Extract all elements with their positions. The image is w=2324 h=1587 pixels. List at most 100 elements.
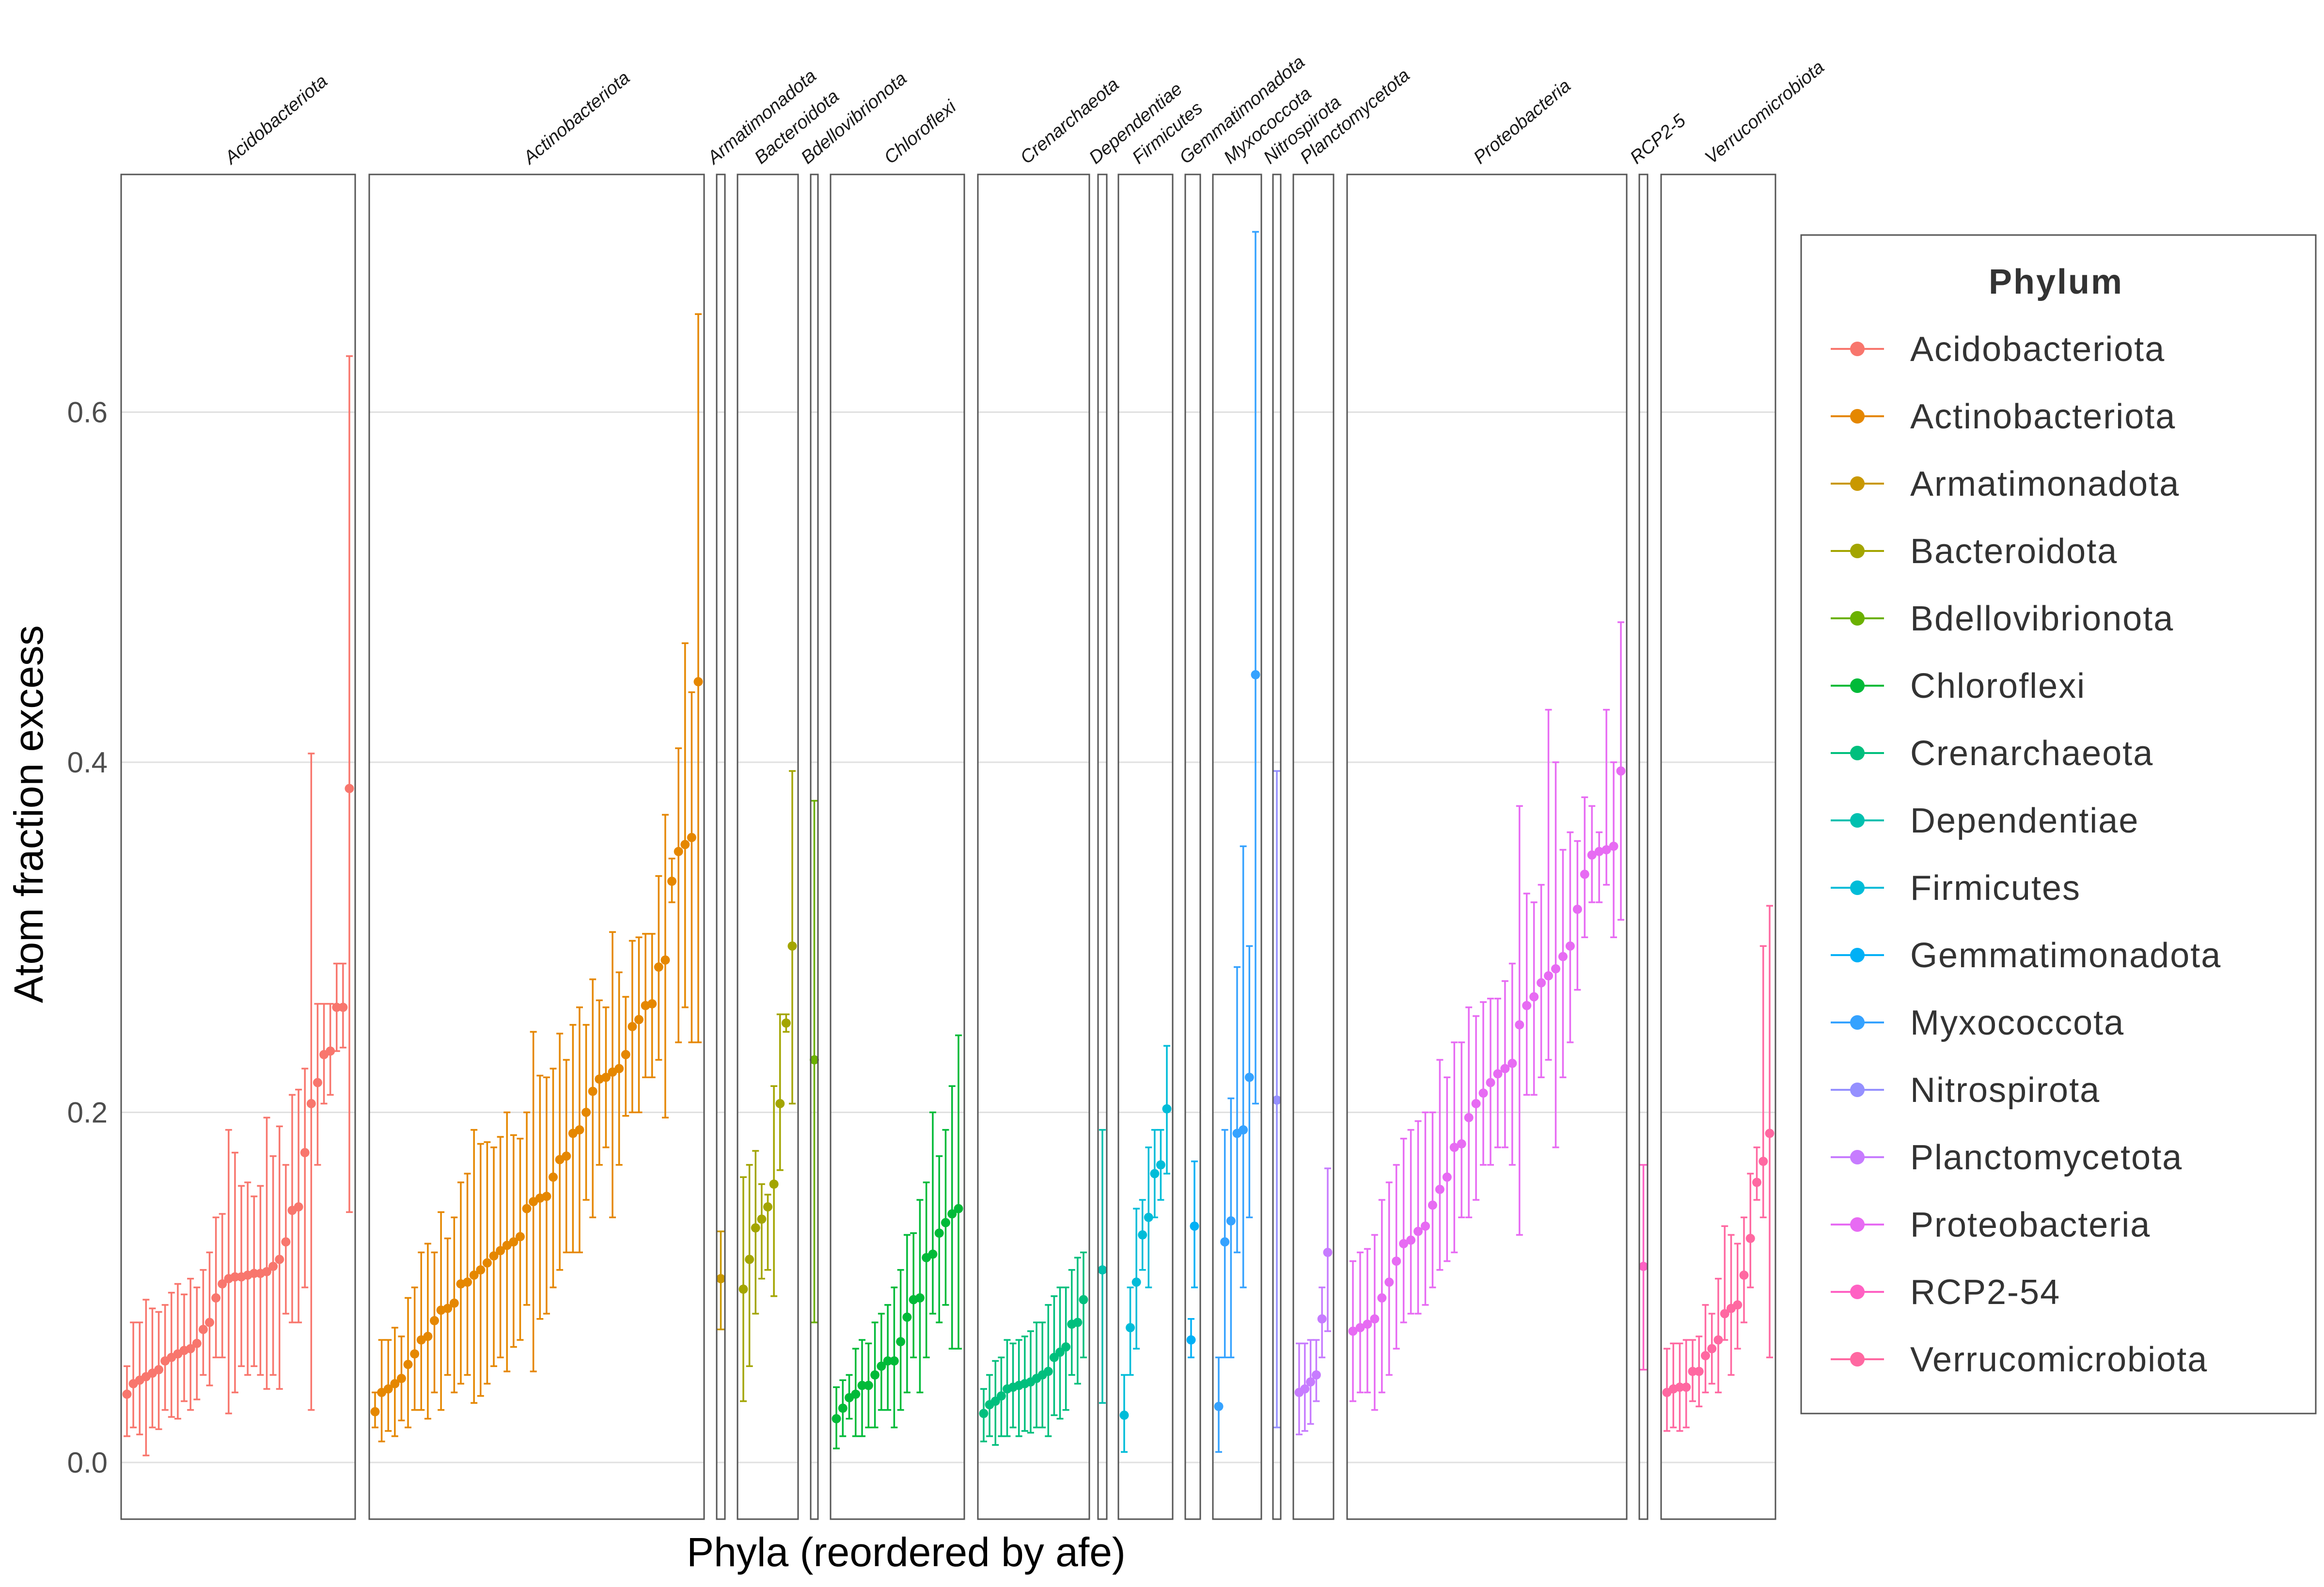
data-point: [1055, 1287, 1065, 1420]
panel-border: [716, 173, 726, 1520]
panel-border: [810, 173, 819, 1520]
panel-border: [368, 173, 705, 1520]
data-point: [575, 1006, 584, 1254]
point-marker: [476, 1265, 486, 1275]
panel-border: [1272, 173, 1282, 1520]
point-marker: [443, 1304, 453, 1313]
data-point: [390, 1327, 400, 1437]
point-marker: [601, 1072, 611, 1082]
data-point: [588, 978, 597, 1218]
legend-label: Planctomycetota: [1910, 1138, 2183, 1177]
data-point: [996, 1356, 1006, 1437]
data-point: [680, 642, 690, 1008]
data-point: [268, 1155, 278, 1376]
data-point: [1745, 1173, 1755, 1288]
point-marker: [996, 1391, 1006, 1401]
point-marker: [680, 840, 690, 849]
point-marker: [370, 1407, 380, 1416]
legend-key-point: [1850, 1015, 1865, 1030]
point-marker: [883, 1356, 893, 1366]
legend-entry: Acidobacteriota: [1831, 330, 2164, 369]
point-marker: [1493, 1069, 1503, 1079]
point-marker: [1507, 1058, 1517, 1068]
legend-label: Verrucomicrobiota: [1910, 1340, 2208, 1379]
point-marker: [262, 1267, 272, 1276]
data-point: [1580, 796, 1589, 938]
point-marker: [1377, 1293, 1387, 1303]
point-marker: [1594, 847, 1604, 856]
data-point: [1399, 1137, 1409, 1323]
data-point: [621, 996, 630, 1117]
point-marker: [1544, 971, 1554, 981]
point-marker: [1138, 1230, 1147, 1240]
data-point: [294, 1088, 303, 1323]
legend-entry: Bdellovibrionota: [1831, 599, 2173, 638]
y-tick-label: 0.4: [67, 746, 108, 779]
point-marker: [1486, 1078, 1495, 1087]
legend-entry: Verrucomicrobiota: [1831, 1340, 2208, 1379]
point-marker: [562, 1151, 571, 1161]
point-marker: [1251, 670, 1260, 679]
point-marker: [990, 1397, 1000, 1406]
point-marker: [1348, 1326, 1358, 1336]
data-point: [870, 1321, 880, 1429]
data-point: [160, 1304, 170, 1411]
data-point: [1675, 1342, 1684, 1432]
data-point: [1464, 1006, 1474, 1218]
panel-border: [737, 173, 799, 1520]
y-axis-title: Atom fraction excess: [6, 625, 51, 1003]
point-marker: [1759, 1157, 1768, 1166]
point-marker: [838, 1403, 848, 1413]
data-point: [1428, 1111, 1437, 1288]
legend-key-point: [1850, 678, 1865, 693]
data-point: [1251, 231, 1260, 1105]
data-point: [410, 1287, 420, 1411]
point-marker: [928, 1249, 938, 1259]
legend-key-point: [1850, 409, 1865, 424]
data-point: [1150, 1129, 1160, 1218]
point-marker: [515, 1232, 525, 1241]
point-marker: [1119, 1410, 1129, 1420]
legend-label: Chloroflexi: [1910, 667, 2086, 706]
data-point: [810, 800, 819, 1323]
panel-border: [830, 173, 965, 1520]
point-marker: [1055, 1347, 1065, 1357]
point-marker: [1317, 1314, 1327, 1324]
data-point: [1073, 1257, 1083, 1385]
data-point: [489, 1147, 499, 1367]
panel-border: [1184, 173, 1201, 1520]
legend-key-point: [1850, 476, 1865, 491]
point-marker: [1323, 1248, 1333, 1257]
data-point: [1186, 1318, 1196, 1358]
point-marker: [396, 1374, 406, 1383]
legend-label: Nitrospirota: [1910, 1071, 2100, 1110]
point-marker: [469, 1270, 479, 1280]
point-marker: [332, 1003, 342, 1012]
point-marker: [787, 941, 797, 951]
data-point: [430, 1251, 440, 1394]
data-point: [522, 1111, 532, 1306]
panel-border: [1212, 173, 1262, 1520]
point-marker: [1156, 1160, 1165, 1170]
data-point: [1413, 1120, 1423, 1315]
data-point: [716, 1230, 725, 1331]
data-point: [332, 962, 342, 1052]
point-marker: [934, 1228, 944, 1238]
data-point: [1478, 1001, 1488, 1166]
data-point: [1317, 1287, 1327, 1358]
data-point: [509, 1134, 518, 1348]
point-marker: [763, 1202, 772, 1212]
legend-key-point: [1850, 1352, 1865, 1367]
point-marker: [1399, 1239, 1409, 1248]
data-point: [275, 1125, 284, 1390]
point-marker: [745, 1255, 754, 1264]
point-marker: [1616, 766, 1626, 776]
data-point: [1144, 1147, 1153, 1288]
data-point: [1500, 980, 1510, 1148]
point-marker: [275, 1255, 284, 1264]
data-point: [1348, 1260, 1358, 1402]
data-point: [1551, 761, 1560, 1148]
data-point: [628, 940, 637, 1114]
point-marker: [781, 1018, 791, 1028]
